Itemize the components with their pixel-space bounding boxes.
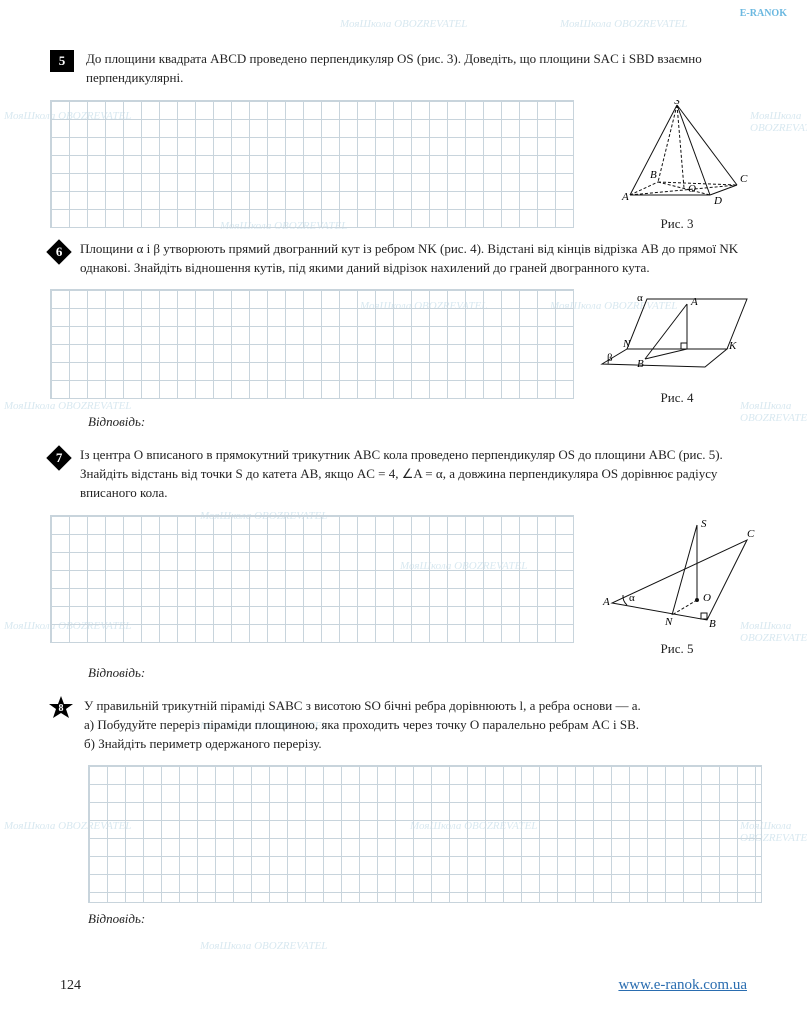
problem-6-badge: 6 xyxy=(46,239,71,264)
problem-8-text: У правильній трикутній піраміді SABC з в… xyxy=(84,697,762,754)
problem-6-text: Площини α і β утворюють прямий двогранни… xyxy=(80,240,762,278)
figure-4-caption: Рис. 4 xyxy=(592,390,762,406)
svg-text:O: O xyxy=(688,183,696,195)
problem-8-grid xyxy=(88,765,762,903)
problem-7-text: Із центра O вписаного в прямокутний трик… xyxy=(80,446,762,503)
svg-text:α: α xyxy=(629,592,635,604)
watermark: МояШкола OBOZREVATEL xyxy=(200,940,327,952)
svg-text:N: N xyxy=(664,616,673,628)
svg-text:K: K xyxy=(728,340,737,352)
svg-text:8: 8 xyxy=(59,703,64,714)
figure-5: S A B C O N α Рис. 5 xyxy=(592,515,762,657)
problem-8-badge: 8 xyxy=(50,697,72,719)
problem-6-grid xyxy=(50,289,574,399)
svg-text:N: N xyxy=(622,338,631,350)
figure-3: S A B C D O Рис. 3 xyxy=(592,100,762,232)
svg-text:B: B xyxy=(709,618,716,630)
svg-text:B: B xyxy=(637,358,644,370)
problem-8-work xyxy=(50,765,762,903)
problem-5-grid xyxy=(50,100,574,228)
watermark: МояШкола OBOZREVATEL xyxy=(560,18,687,30)
problem-5-badge: 5 xyxy=(50,50,74,72)
problem-5-work: S A B C D O Рис. 3 xyxy=(50,100,762,232)
svg-text:B: B xyxy=(650,169,657,181)
problem-8-answer: Відповідь: xyxy=(88,911,762,927)
problem-7-badge: 7 xyxy=(46,446,71,471)
problem-8: 8 У правильній трикутній піраміді SABC з… xyxy=(50,697,762,754)
svg-text:A: A xyxy=(621,191,629,203)
svg-text:C: C xyxy=(747,528,755,540)
figure-4: α β N K A B Рис. 4 xyxy=(592,289,762,406)
problem-7-work: S A B C O N α Рис. 5 xyxy=(50,515,762,657)
problem-7-grid xyxy=(50,515,574,643)
problem-8-text-main: У правильній трикутній піраміді SABC з в… xyxy=(84,697,762,716)
problem-6-answer: Відповідь: xyxy=(88,414,762,430)
svg-text:A: A xyxy=(602,596,610,608)
problem-7-answer: Відповідь: xyxy=(88,665,762,681)
svg-text:D: D xyxy=(713,195,722,207)
svg-text:S: S xyxy=(701,518,707,530)
svg-text:A: A xyxy=(690,296,698,308)
svg-text:β: β xyxy=(607,352,613,364)
figure-3-caption: Рис. 3 xyxy=(592,216,762,232)
svg-text:O: O xyxy=(703,592,711,604)
figure-5-caption: Рис. 5 xyxy=(592,641,762,657)
page-number: 124 xyxy=(60,978,81,994)
brand-logo: E-RANOK xyxy=(740,8,787,19)
problem-5-text: До площини квадрата ABCD проведено перпе… xyxy=(86,50,762,88)
problem-8-text-a: а) Побудуйте переріз піраміди площиною, … xyxy=(84,716,762,735)
svg-text:α: α xyxy=(637,292,643,304)
watermark: МояШкола OBOZREVATEL xyxy=(340,18,467,30)
svg-text:S: S xyxy=(674,100,680,107)
problem-7: 7 Із центра O вписаного в прямокутний тр… xyxy=(50,446,762,503)
svg-text:C: C xyxy=(740,173,748,185)
footer-link[interactable]: www.e-ranok.com.ua xyxy=(618,977,747,994)
problem-5: 5 До площини квадрата ABCD проведено пер… xyxy=(50,50,762,88)
problem-6-work: α β N K A B Рис. 4 xyxy=(50,289,762,406)
problem-8-text-b: б) Знайдіть периметр одержаного перерізу… xyxy=(84,735,762,754)
problem-6: 6 Площини α і β утворюють прямий двогран… xyxy=(50,240,762,278)
